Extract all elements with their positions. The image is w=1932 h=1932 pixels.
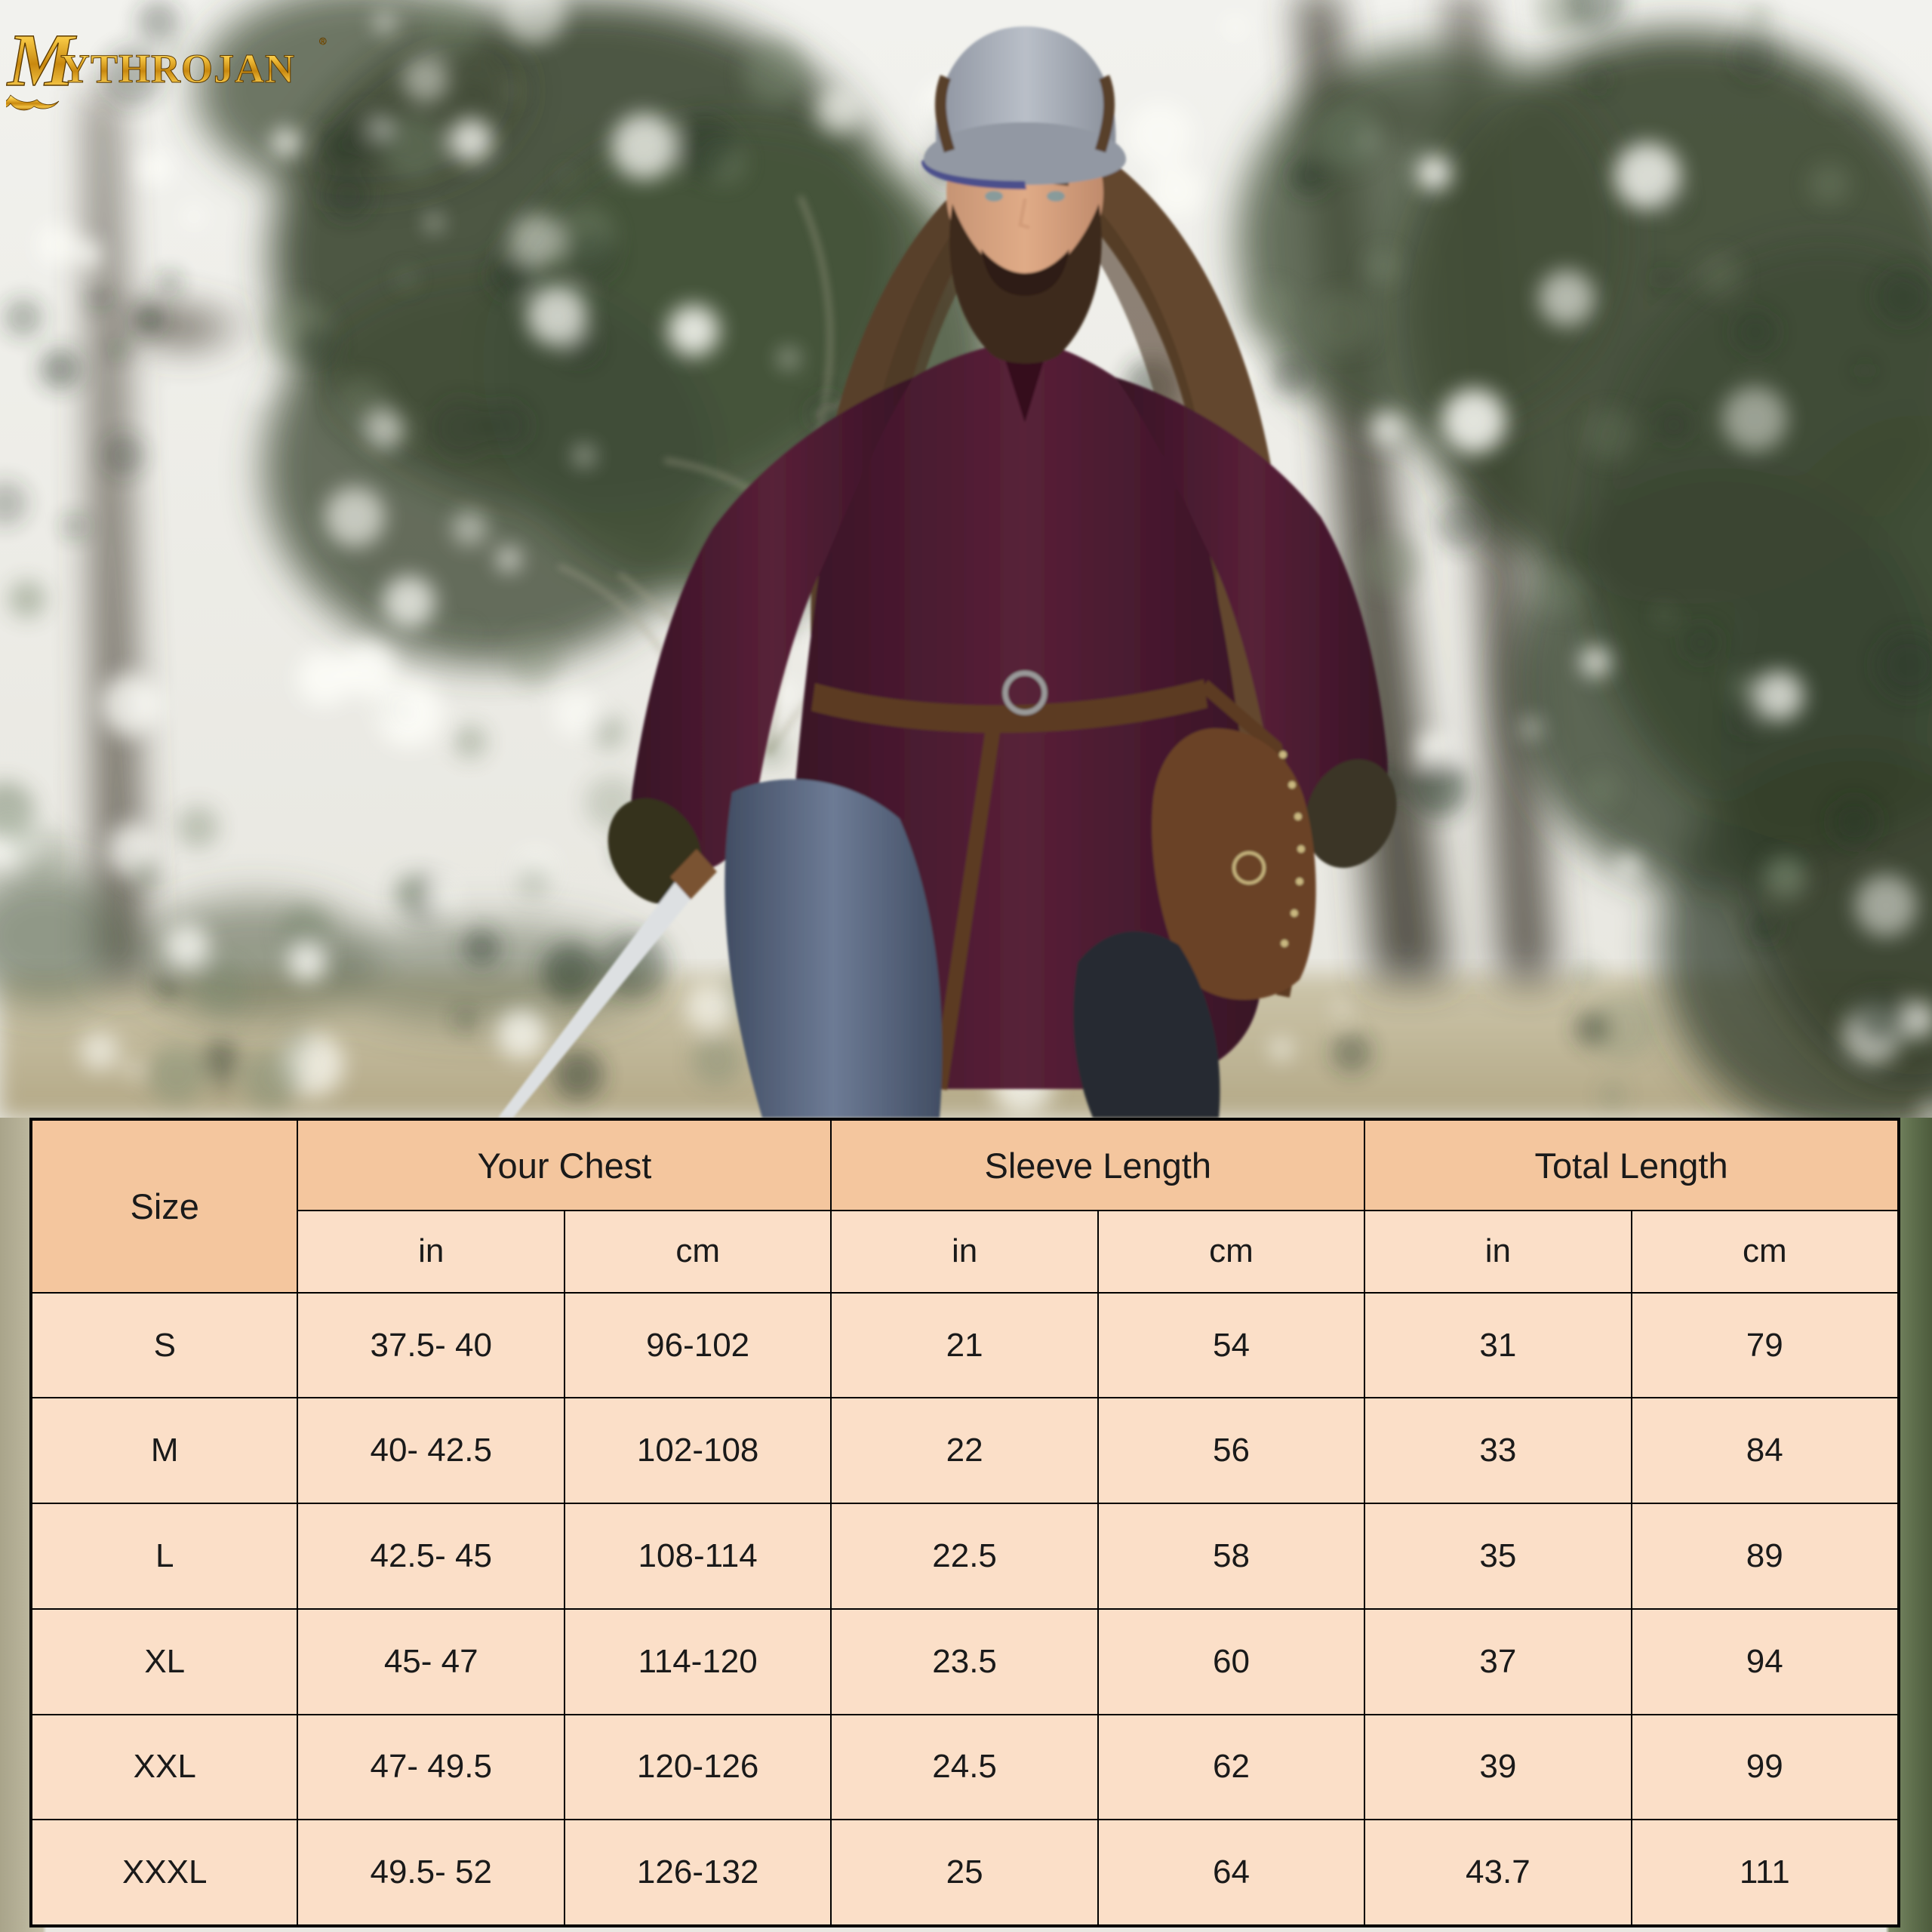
svg-text:®: ®: [319, 35, 327, 47]
svg-text:YTHROJAN: YTHROJAN: [60, 46, 295, 91]
